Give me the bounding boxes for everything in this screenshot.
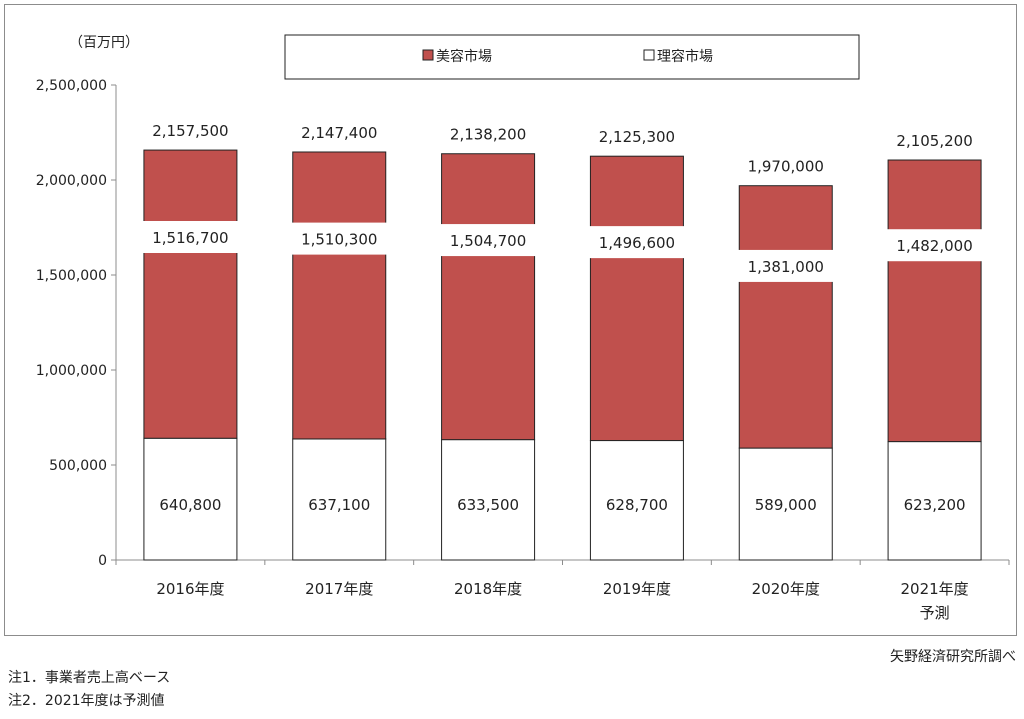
unit-label: （百万円） <box>69 35 139 51</box>
bar-barber-2016年度 <box>143 437 238 561</box>
note-1: 注1．事業者売上高ベース <box>8 670 171 686</box>
beauty-value-label: 1,504,700 <box>450 232 526 250</box>
chart-frame: （百万円） 0 500,000 1,000,000 1,500,000 2,000,000… <box>4 4 1017 636</box>
total-value-label: 2,157,500 <box>152 122 228 140</box>
chart-svg: （百万円） 0 500,000 1,000,000 1,500,000 2,000,000… <box>36 34 1010 622</box>
beauty-label-box-2020年度 <box>735 249 836 282</box>
legend-swatch-beauty <box>422 49 434 61</box>
total-value-label: 2,138,200 <box>450 126 526 144</box>
barber-value-label: 633,500 <box>457 496 519 514</box>
y-tick-label: 1,500,000 <box>36 268 107 284</box>
legend-swatch-barber <box>643 49 655 61</box>
x-tick-label: 2018年度 <box>454 580 522 598</box>
beauty-label-box-2016年度 <box>140 220 241 253</box>
bar-barber-2020年度 <box>738 447 833 561</box>
beauty-label-box-2017年度 <box>289 222 390 255</box>
bar-barber-2021年度 <box>887 441 982 561</box>
beauty-label-box-2018年度 <box>438 224 539 257</box>
barber-value-label: 637,100 <box>308 496 370 514</box>
beauty-value-label: 1,482,000 <box>896 237 972 255</box>
y-tick-label: 2,000,000 <box>36 173 107 189</box>
y-tick-label: 0 <box>98 553 107 569</box>
beauty-value-label: 1,510,300 <box>301 231 377 249</box>
x-tick-label: 2021年度 <box>900 580 968 598</box>
beauty-value-label: 1,381,000 <box>748 258 824 276</box>
total-value-label: 2,147,400 <box>301 124 377 142</box>
y-tick-label: 500,000 <box>49 458 107 474</box>
note-2: 注2．2021年度は予測値 <box>8 693 165 709</box>
bar-beauty-2019年度 <box>589 155 684 442</box>
bar-beauty-2016年度 <box>143 149 238 439</box>
y-tick-label: 1,000,000 <box>36 363 107 379</box>
barber-value-label: 628,700 <box>606 496 668 514</box>
bar-barber-2018年度 <box>441 439 536 561</box>
bar-beauty-2017年度 <box>292 151 387 440</box>
bar-barber-2019年度 <box>589 440 684 561</box>
total-value-label: 2,105,200 <box>896 132 972 150</box>
barber-value-label: 623,200 <box>904 496 966 514</box>
x-tick-label: 2019年度 <box>603 580 671 598</box>
beauty-label-box-2019年度 <box>586 226 687 259</box>
beauty-label-box-2021年度 <box>884 229 985 262</box>
barber-value-label: 640,800 <box>159 496 221 514</box>
legend-label-barber: 理容市場 <box>657 48 713 65</box>
y-tick-label: 2,500,000 <box>36 78 107 94</box>
x-tick-label: 2016年度 <box>156 580 224 598</box>
source-note: 矢野経済研究所調べ <box>890 649 1016 665</box>
bar-beauty-2018年度 <box>441 153 536 441</box>
beauty-value-label: 1,496,600 <box>599 234 675 252</box>
x-tick-label: 2020年度 <box>752 580 820 598</box>
bar-beauty-2021年度 <box>887 159 982 443</box>
total-value-label: 1,970,000 <box>748 158 824 176</box>
legend-box <box>284 34 860 80</box>
legend-label-beauty: 美容市場 <box>436 48 492 65</box>
x-tick-sublabel: 予測 <box>920 604 950 622</box>
x-tick-label: 2017年度 <box>305 580 373 598</box>
total-value-label: 2,125,300 <box>599 128 675 146</box>
beauty-value-label: 1,516,700 <box>152 229 228 247</box>
barber-value-label: 589,000 <box>755 496 817 514</box>
bar-beauty-2020年度 <box>738 185 833 449</box>
